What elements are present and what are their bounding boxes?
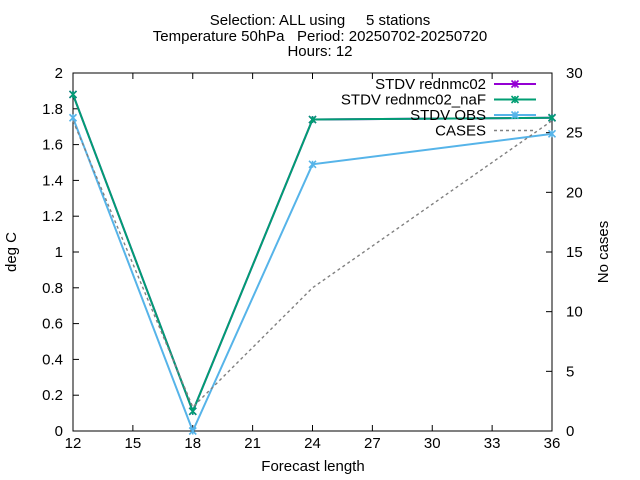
y-tick-label: 1.4 (42, 172, 63, 189)
legend-entry: STDV rednmc02_naF (341, 92, 536, 109)
axes: 00.20.40.60.811.21.41.61.820510152025301… (42, 65, 583, 452)
legend-label: STDV rednmc02 (375, 76, 486, 93)
data-point-marker (68, 113, 78, 122)
y-tick-label: 0.8 (42, 280, 63, 297)
y-tick-label: 0.6 (42, 316, 63, 333)
x-tick-label: 21 (244, 435, 261, 452)
y2-tick-label: 20 (566, 184, 583, 201)
y-axis-label: deg C (3, 232, 20, 272)
legend-entry: STDV rednmc02 (375, 76, 536, 93)
data-point-marker (547, 129, 557, 138)
legend-entry: STDV OBS (410, 107, 536, 124)
y-tick-label: 1.8 (42, 101, 63, 118)
data-point-marker (308, 115, 317, 124)
x-tick-label: 12 (65, 435, 82, 452)
x-tick-label: 18 (184, 435, 201, 452)
y-tick-label: 0 (55, 423, 63, 440)
data-point-marker (188, 426, 197, 436)
y2-tick-label: 5 (566, 363, 574, 380)
y2-tick-label: 10 (566, 304, 583, 321)
data-point-marker (547, 113, 557, 122)
chart-title-line-3: Hours: 12 (287, 43, 353, 60)
x-tick-label: 30 (424, 435, 441, 452)
legend-entry: CASES (435, 123, 536, 140)
data-point-marker (308, 160, 317, 169)
series-line (72, 94, 553, 415)
series-layer (68, 90, 557, 436)
x-tick-label: 33 (484, 435, 501, 452)
x-tick-label: 24 (304, 435, 321, 452)
y-tick-label: 1.2 (42, 208, 63, 225)
y2-axis-label: No cases (595, 221, 612, 284)
x-tick-label: 36 (544, 435, 561, 452)
y-tick-label: 0.2 (42, 387, 63, 404)
y2-tick-label: 25 (566, 125, 583, 142)
y-tick-label: 0.4 (42, 351, 63, 368)
legend-label: STDV rednmc02_naF (341, 92, 486, 109)
chart-title-line-2: Temperature 50hPa Period: 20250702-20250… (152, 28, 488, 45)
x-tick-label: 27 (364, 435, 381, 452)
y2-tick-label: 15 (566, 244, 583, 261)
data-point-marker (188, 407, 197, 416)
legend-label: STDV OBS (410, 107, 486, 124)
chart-title-line-1: Selection: ALL using 5 stations (209, 12, 431, 29)
data-point-marker (68, 90, 78, 99)
y-tick-label: 1 (55, 244, 63, 261)
series-line (72, 117, 553, 434)
y2-tick-label: 30 (566, 65, 583, 82)
series-line (72, 120, 553, 409)
y-tick-label: 2 (55, 65, 63, 82)
x-axis-label: Forecast length (261, 458, 364, 475)
y-tick-label: 1.6 (42, 137, 63, 154)
y2-tick-label: 0 (566, 423, 574, 440)
x-tick-label: 15 (125, 435, 142, 452)
legend-label: CASES (435, 123, 486, 140)
